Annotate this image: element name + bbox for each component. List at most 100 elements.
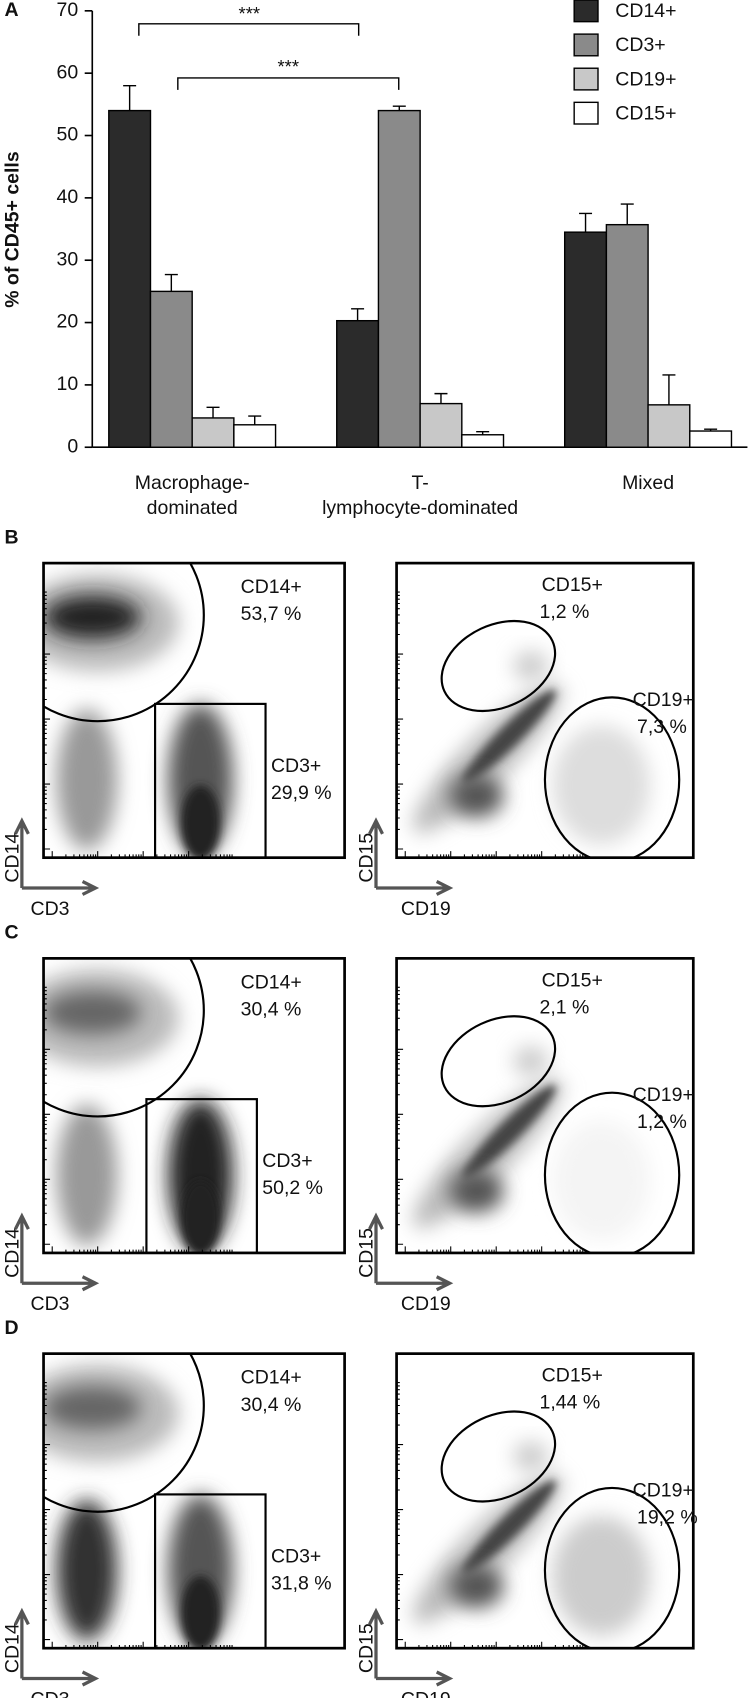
plot-frame	[42, 1352, 346, 1650]
axis-arrow	[13, 1607, 30, 1679]
axis-label: CD14	[1, 833, 23, 883]
y-axis-label: % of CD45+ cells	[1, 151, 23, 308]
density	[552, 1120, 650, 1240]
axis-label: CD19	[401, 1688, 451, 1698]
error-bar	[662, 374, 676, 405]
y-tick-label: 50	[57, 124, 79, 146]
density	[43, 1386, 142, 1430]
significance-label: ***	[278, 56, 299, 77]
gate-name: CD19+	[633, 1479, 694, 1501]
error-bar	[206, 406, 220, 418]
bar	[605, 223, 649, 448]
density-plot	[412, 619, 681, 858]
gate	[43, 958, 205, 1118]
gate-name: CD14+	[241, 971, 302, 993]
gate-name: CD14+	[241, 576, 302, 598]
gate	[154, 1493, 267, 1649]
bar	[563, 231, 608, 448]
gate-name: CD3+	[271, 755, 321, 777]
plot-frame	[42, 957, 346, 1255]
density	[56, 1104, 118, 1246]
axis-arrow	[376, 1275, 454, 1292]
gate	[43, 1353, 205, 1513]
legend-swatch	[573, 67, 599, 91]
gate-percent: 7,3 %	[637, 716, 687, 738]
gate-name: CD19+	[633, 1084, 694, 1106]
error-bar	[392, 105, 406, 111]
bar	[233, 424, 277, 448]
legend-label: CD14+	[615, 0, 676, 22]
plot-frame	[395, 957, 695, 1255]
density	[449, 1564, 504, 1609]
axis-arrow	[376, 880, 454, 896]
gate	[440, 1015, 557, 1108]
significance-bracket	[177, 77, 400, 90]
log-ticks	[396, 591, 586, 858]
density-plot	[43, 958, 258, 1253]
error-bar	[248, 415, 262, 425]
legend-label: CD15+	[615, 102, 676, 124]
axis-arrow	[21, 880, 100, 896]
gate-name: CD15+	[542, 1365, 603, 1387]
log-ticks	[43, 591, 233, 858]
density	[449, 1169, 504, 1213]
y-tick-label: 40	[57, 186, 79, 208]
error-bar	[579, 212, 593, 233]
density	[449, 774, 504, 818]
axis-arrow	[21, 1670, 100, 1687]
density	[462, 689, 556, 783]
panel-label: A	[5, 0, 19, 21]
bar	[149, 290, 193, 448]
density	[552, 725, 650, 845]
error-bar	[351, 308, 365, 321]
error-bar	[164, 273, 178, 292]
axis-label: CD3	[31, 898, 70, 920]
axis-label: CD3	[31, 1688, 70, 1698]
gate-name: CD15+	[542, 574, 603, 596]
x-tick-label: Mixed	[622, 472, 674, 494]
axis-arrow	[368, 1607, 384, 1679]
log-ticks	[396, 986, 586, 1253]
log-ticks	[396, 1382, 586, 1649]
gate-percent: 30,4 %	[241, 999, 302, 1021]
axis-arrow	[13, 817, 30, 888]
gate	[440, 1410, 557, 1503]
axis-arrow	[376, 1670, 454, 1687]
y-tick-label: 20	[57, 311, 79, 333]
log-ticks	[43, 986, 233, 1253]
gate-name: CD3+	[271, 1545, 321, 1567]
y-tick-label: 10	[57, 373, 79, 395]
gate	[543, 1486, 681, 1649]
axis-label: CD14	[1, 1228, 23, 1278]
gate	[543, 696, 681, 858]
gate-name: CD3+	[262, 1150, 312, 1172]
plot-frame	[395, 1352, 695, 1650]
density	[181, 1575, 221, 1649]
significance-bracket	[138, 23, 360, 36]
density	[462, 1085, 556, 1179]
legend-label: CD19+	[615, 68, 676, 90]
gate	[154, 702, 267, 858]
density	[462, 1480, 556, 1574]
legend-swatch	[573, 0, 599, 23]
density	[181, 785, 221, 858]
axis-label: CD19	[401, 898, 451, 920]
flow-panels: B CD14+ 53,7 % CD3+ 29,9 % CD14 CD3 CD15+ 1,2 % C…	[1, 526, 697, 1698]
plot-frame	[395, 561, 695, 860]
density	[513, 1046, 549, 1077]
density	[513, 650, 549, 682]
gate-name: CD19+	[633, 689, 694, 711]
plot-frame	[42, 561, 346, 860]
axis-arrow	[368, 817, 384, 888]
axis-label: CD15	[355, 833, 377, 883]
density	[181, 1180, 221, 1253]
bar	[377, 109, 421, 448]
density	[56, 1499, 118, 1641]
y-tick-label: 70	[57, 0, 79, 21]
legend-label: CD3+	[615, 34, 665, 56]
axis-label: CD19	[401, 1293, 451, 1315]
log-ticks	[43, 1382, 233, 1649]
axis-arrow	[13, 1212, 30, 1284]
gate-percent: 53,7 %	[241, 603, 302, 625]
gate	[145, 1098, 258, 1253]
